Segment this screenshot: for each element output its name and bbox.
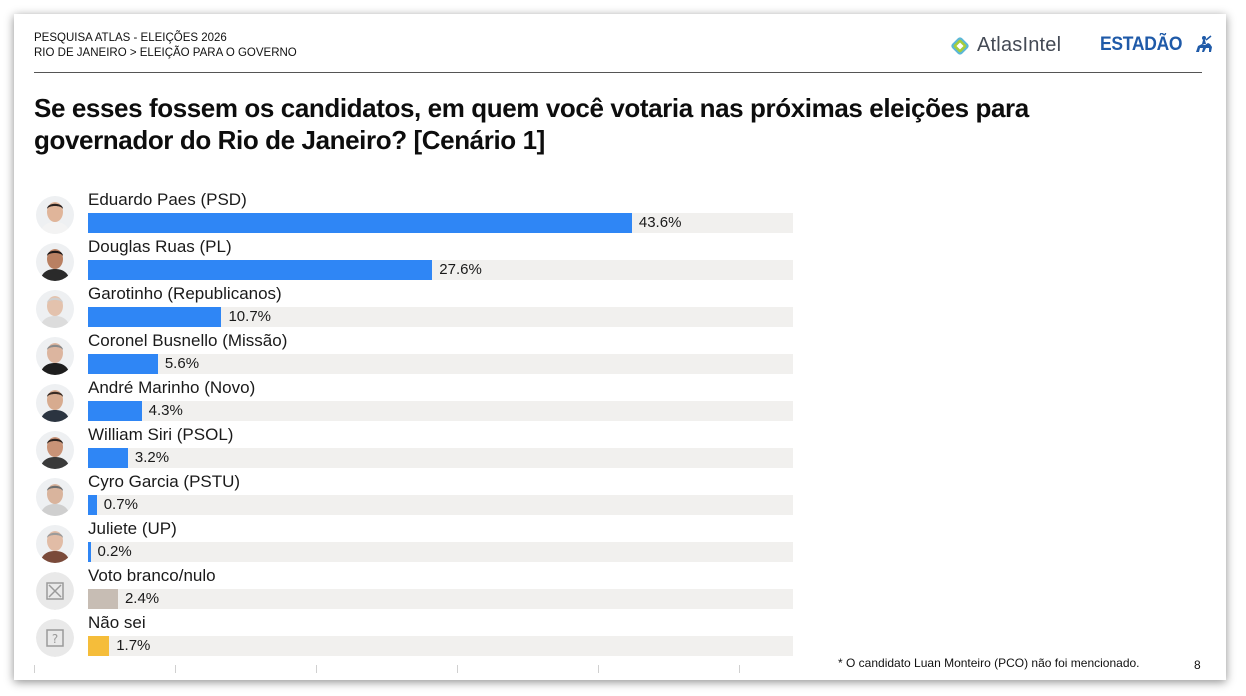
footnote: * O candidato Luan Monteiro (PCO) não fo…	[838, 656, 1140, 670]
survey-header: PESQUISA ATLAS - ELEIÇÕES 2026 RIO DE JA…	[34, 31, 297, 61]
chart-row: Coronel Busnello (Missão) 5.6%	[14, 331, 814, 379]
estadao-logo: ESTADÃO	[1100, 34, 1215, 56]
category-label: Douglas Ruas (PL)	[88, 237, 232, 256]
chart-row: Eduardo Paes (PSD) 43.6%	[14, 190, 814, 238]
candidate-photo	[36, 196, 74, 234]
bar	[88, 260, 433, 280]
chart-row: ? Não sei 1.7%	[14, 613, 814, 661]
svg-text:?: ?	[52, 632, 58, 646]
axis-tick	[739, 665, 740, 673]
candidate-photo	[36, 431, 74, 469]
atlas-diamond-icon	[951, 36, 969, 55]
category-label: Coronel Busnello (Missão)	[88, 331, 288, 350]
bar	[88, 448, 128, 468]
candidate-photo	[36, 243, 74, 281]
value-label: 5.6%	[164, 355, 200, 372]
survey-title: PESQUISA ATLAS - ELEIÇÕES 2026	[34, 32, 227, 44]
candidate-photo	[36, 525, 74, 563]
value-label: 1.7%	[116, 637, 151, 654]
bar	[88, 213, 632, 233]
page-number: 8	[1194, 658, 1201, 672]
value-label: 3.2%	[134, 449, 170, 466]
axis-tick	[34, 665, 35, 673]
value-label: 4.3%	[148, 402, 183, 419]
bar-track: 10.7%	[88, 307, 793, 327]
bar-track: 2.4%	[88, 589, 793, 609]
category-label: Garotinho (Republicanos)	[88, 284, 282, 303]
bar-track: 43.6%	[88, 213, 793, 233]
header-divider	[34, 72, 1202, 73]
category-label: André Marinho (Novo)	[88, 378, 256, 397]
atlas-logo-text: AtlasIntel	[977, 34, 1062, 56]
bar-track: 1.7%	[88, 636, 793, 656]
bar	[88, 354, 158, 374]
chart-row: William Siri (PSOL) 3.2%	[14, 425, 814, 473]
chart-row: Juliete (UP) 0.2%	[14, 519, 814, 567]
category-label: Voto branco/nulo	[88, 566, 216, 585]
axis-tick	[175, 665, 176, 673]
value-label: 0.7%	[103, 496, 138, 513]
chart-row: Voto branco/nulo 2.4%	[14, 566, 814, 614]
question-mark-icon: ?	[36, 619, 74, 657]
bar-track: 27.6%	[88, 260, 793, 280]
value-label: 0.2%	[97, 543, 132, 560]
candidate-photo	[36, 290, 74, 328]
bar-track: 4.3%	[88, 401, 793, 421]
bar-track: 5.6%	[88, 354, 793, 374]
axis-ticks	[34, 665, 794, 675]
chart-row: Cyro Garcia (PSTU) 0.7%	[14, 472, 814, 520]
bar	[88, 542, 91, 562]
axis-tick	[457, 665, 458, 673]
blank-vote-icon	[36, 572, 74, 610]
bar	[88, 636, 110, 656]
axis-tick	[598, 665, 599, 673]
chart-row: Douglas Ruas (PL) 27.6%	[14, 237, 814, 285]
chart-row: André Marinho (Novo) 4.3%	[14, 378, 814, 426]
value-label: 27.6%	[439, 261, 482, 278]
bar	[88, 589, 118, 609]
poll-slide: PESQUISA ATLAS - ELEIÇÕES 2026 RIO DE JA…	[14, 14, 1226, 680]
category-label: Cyro Garcia (PSTU)	[88, 472, 241, 491]
axis-tick	[316, 665, 317, 673]
candidate-photo	[36, 384, 74, 422]
horse-rider-icon	[1196, 35, 1213, 52]
candidate-photo	[36, 478, 74, 516]
bar	[88, 495, 97, 515]
estadao-logo-text: ESTADÃO	[1100, 34, 1183, 55]
candidate-photo	[36, 337, 74, 375]
atlasintel-logo: AtlasIntel	[949, 34, 1061, 57]
bar-track: 0.7%	[88, 495, 793, 515]
bar	[88, 307, 222, 327]
category-label: William Siri (PSOL)	[88, 425, 234, 444]
value-label: 2.4%	[124, 590, 160, 607]
category-label: Não sei	[88, 613, 146, 632]
category-label: Eduardo Paes (PSD)	[88, 190, 247, 209]
survey-breadcrumb: RIO DE JANEIRO > ELEIÇÃO PARA O GOVERNO	[34, 47, 297, 59]
bar-track: 0.2%	[88, 542, 793, 562]
value-label: 43.6%	[638, 214, 682, 231]
question-title: Se esses fossem os candidatos, em quem v…	[34, 93, 1029, 155]
bar-track: 3.2%	[88, 448, 793, 468]
value-label: 10.7%	[228, 308, 272, 325]
category-label: Juliete (UP)	[88, 519, 177, 538]
bar	[88, 401, 142, 421]
chart-row: Garotinho (Republicanos) 10.7%	[14, 284, 814, 332]
